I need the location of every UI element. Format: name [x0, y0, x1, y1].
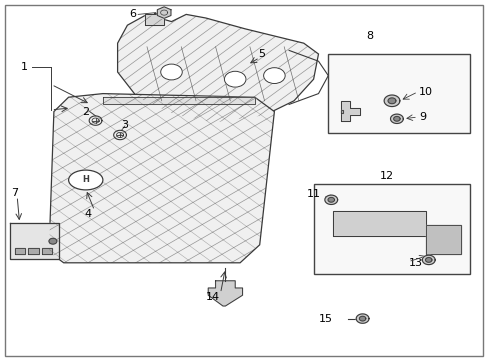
Polygon shape — [42, 248, 52, 254]
Text: H: H — [82, 175, 89, 184]
Circle shape — [161, 64, 182, 80]
Polygon shape — [426, 225, 461, 254]
Text: 12: 12 — [380, 171, 394, 181]
Polygon shape — [208, 281, 243, 306]
Text: 11: 11 — [307, 189, 321, 199]
Polygon shape — [49, 94, 274, 263]
Polygon shape — [15, 248, 25, 254]
Circle shape — [264, 68, 285, 84]
Polygon shape — [360, 316, 366, 321]
Text: 3: 3 — [122, 120, 128, 130]
Polygon shape — [103, 97, 255, 104]
Polygon shape — [356, 314, 369, 323]
Text: 1: 1 — [21, 62, 28, 72]
Polygon shape — [341, 110, 343, 113]
Ellipse shape — [69, 170, 103, 190]
Bar — [328, 54, 470, 133]
Text: 8: 8 — [367, 31, 373, 41]
Polygon shape — [28, 248, 39, 254]
Text: 2: 2 — [82, 107, 89, 117]
Text: 6: 6 — [129, 9, 136, 19]
Polygon shape — [422, 255, 435, 265]
Polygon shape — [328, 198, 334, 202]
Text: 15: 15 — [319, 314, 333, 324]
Polygon shape — [391, 114, 403, 123]
Circle shape — [224, 71, 246, 87]
Polygon shape — [333, 211, 461, 254]
Polygon shape — [388, 98, 396, 104]
Polygon shape — [384, 95, 400, 107]
Text: 5: 5 — [259, 49, 266, 59]
Text: 13: 13 — [409, 258, 423, 268]
Text: 4: 4 — [85, 209, 92, 219]
Polygon shape — [10, 223, 59, 259]
Circle shape — [49, 238, 57, 244]
Polygon shape — [145, 14, 164, 25]
Text: 7: 7 — [11, 188, 18, 198]
Text: 14: 14 — [206, 292, 220, 302]
Polygon shape — [325, 195, 338, 204]
Bar — [314, 184, 470, 274]
Polygon shape — [157, 7, 171, 18]
Polygon shape — [341, 101, 360, 121]
Polygon shape — [394, 117, 400, 121]
Text: 9: 9 — [419, 112, 426, 122]
Text: 10: 10 — [419, 87, 433, 97]
Polygon shape — [118, 14, 318, 122]
Polygon shape — [426, 258, 432, 262]
